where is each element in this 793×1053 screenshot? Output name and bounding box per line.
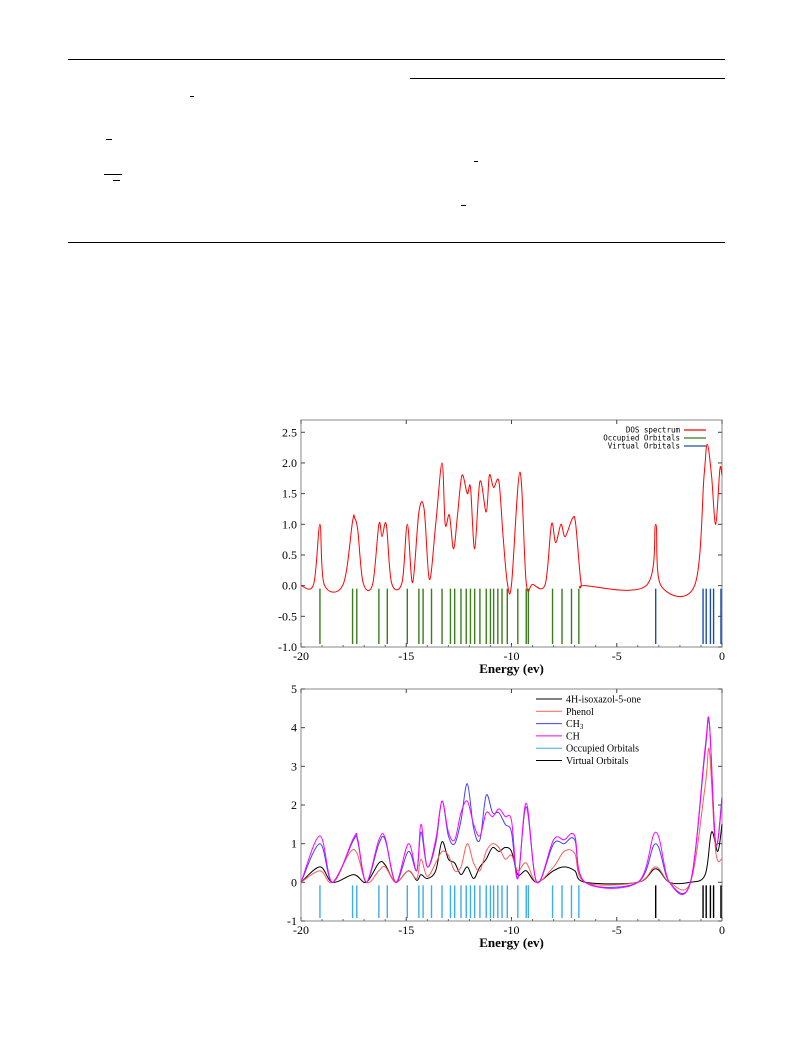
pdos-chart-group: 5 4 3 2 1 0 -1-20 -15 -10 -5 0 Energy (ev) 4H-isoxaz…: [287, 682, 725, 950]
series-line: [300, 716, 723, 895]
plot-frame: [300, 688, 723, 922]
y-tick-label: 2.0: [282, 456, 297, 470]
y-tick-label: 3: [291, 759, 297, 773]
x-tick-label: -5: [612, 649, 622, 663]
series-line: [300, 747, 723, 891]
legend-label: Occupied Orbitals: [603, 434, 680, 443]
x-tick-label: -15: [398, 649, 414, 663]
legend-subscript: 3: [580, 723, 584, 731]
y-tick-label: 0: [291, 875, 297, 889]
y-tick-label: 0.0: [282, 579, 297, 593]
series-line: [300, 443, 723, 597]
x-tick-label: 0: [719, 923, 725, 937]
legend-label: 4H-isoxazol-5-one: [566, 695, 642, 706]
y-tick-label: -1: [287, 914, 297, 928]
dash-mark: [106, 139, 112, 140]
series-line: [300, 717, 723, 895]
table-rule: [410, 78, 725, 79]
y-tick-label: 2: [291, 798, 297, 812]
legend-label: DOS spectrum: [626, 426, 681, 435]
x-tick-label: -10: [504, 923, 520, 937]
dash-mark: [113, 180, 120, 181]
x-axis-label: Energy (ev): [479, 661, 544, 676]
legend-label: Phenol: [566, 707, 594, 718]
bottom-rule: [68, 242, 725, 243]
y-tick-label: 1.5: [282, 487, 297, 501]
dash-mark: [104, 174, 122, 175]
y-tick-label: -1.0: [278, 640, 297, 654]
y-tick-label: -0.5: [278, 609, 297, 623]
legend-label: Virtual Orbitals: [566, 756, 629, 767]
x-tick-label: 0: [719, 649, 725, 663]
x-tick-label: -15: [398, 923, 414, 937]
legend-label: Occupied Orbitals: [566, 744, 639, 755]
y-tick-label: 4: [291, 721, 297, 735]
x-tick-label: -20: [293, 649, 309, 663]
legend-label: CH3: [566, 719, 584, 731]
x-tick-label: -5: [612, 923, 622, 937]
y-tick-label: 1: [291, 837, 297, 851]
x-tick-label: -20: [293, 923, 309, 937]
dash-mark: [190, 96, 194, 97]
legend-label: CH: [566, 731, 580, 742]
y-tick-label: 2.5: [282, 425, 297, 439]
x-tick-label: -10: [504, 649, 520, 663]
top-rule: [68, 59, 725, 60]
y-tick-label: 0.5: [282, 548, 297, 562]
legend-label: Virtual Orbitals: [608, 442, 680, 451]
y-tick-label: 5: [291, 682, 297, 696]
dash-mark: [474, 161, 478, 162]
dos-chart-group: 2.5 2.0 1.5 1.0 0.5 0.0 -0.5 -1.0-20 -15 -10 -5 0 En…: [278, 419, 725, 676]
x-axis-label: Energy (ev): [479, 935, 544, 950]
plot-frame: [300, 419, 723, 648]
y-tick-label: 1.0: [282, 517, 297, 531]
dash-mark: [461, 205, 466, 206]
